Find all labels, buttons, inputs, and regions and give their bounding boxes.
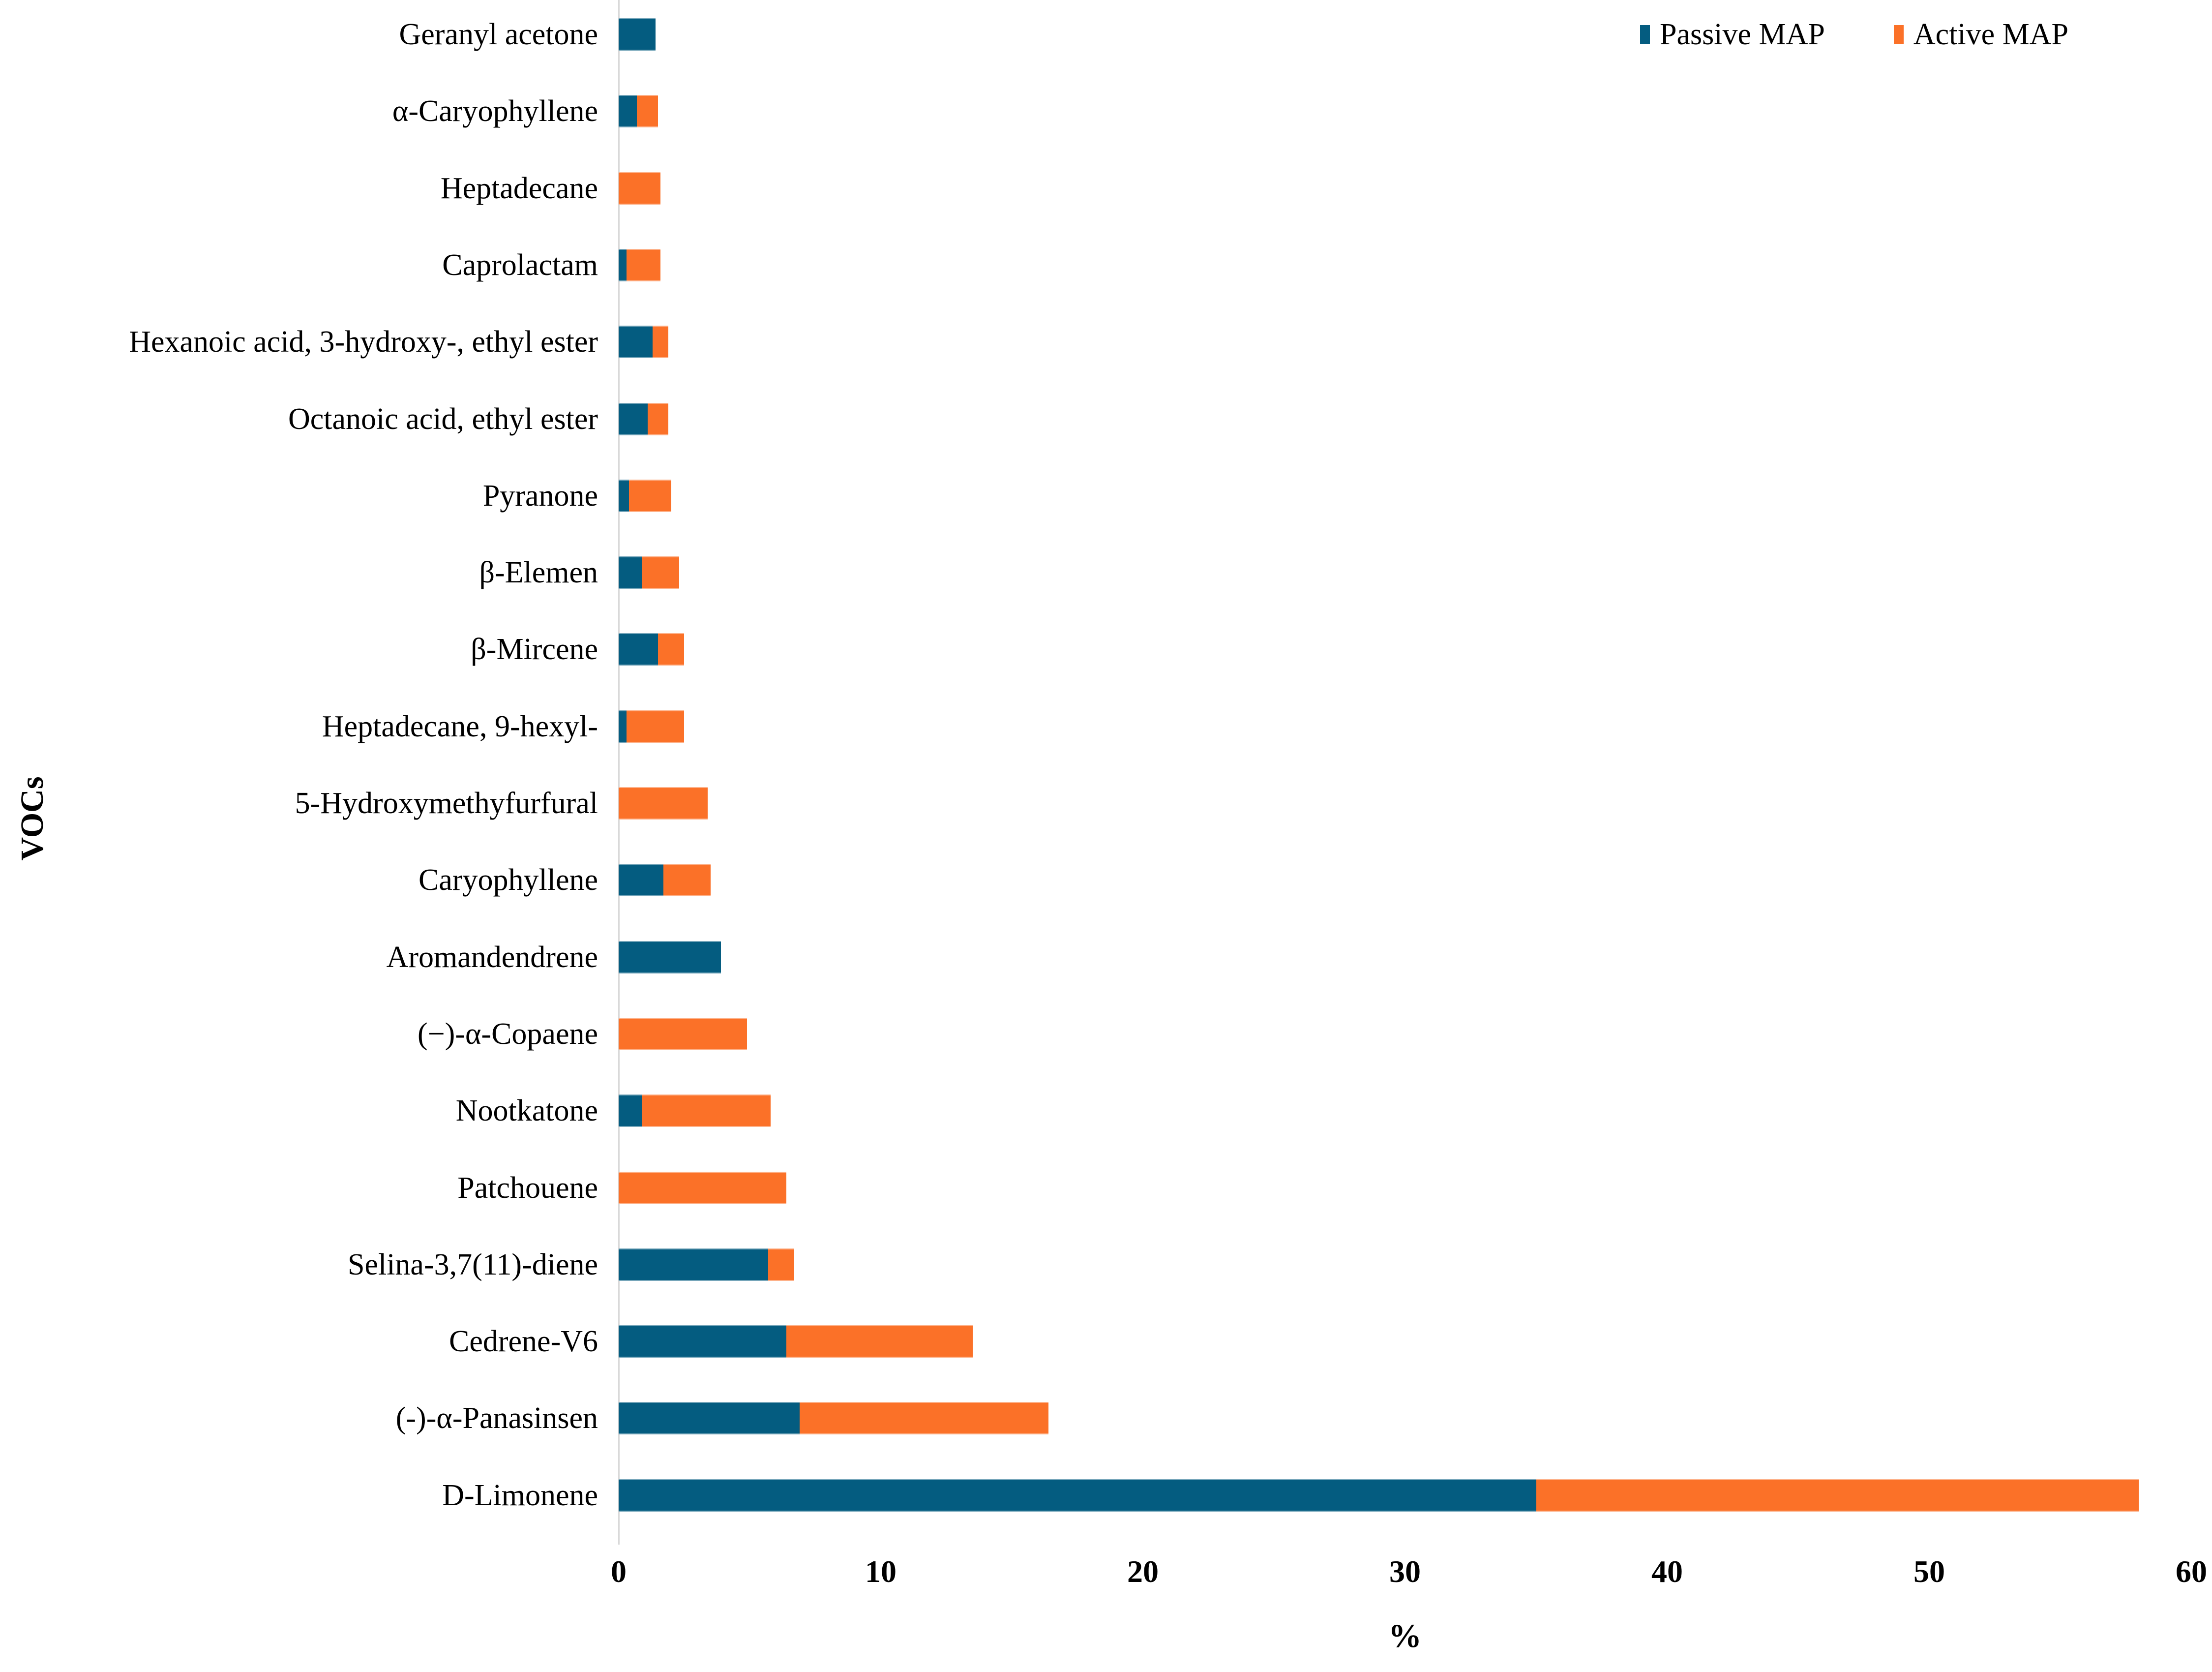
bar-segment-passive-map bbox=[619, 633, 658, 666]
category-label: Nootkatone bbox=[455, 1094, 598, 1128]
x-tick-label: 10 bbox=[865, 1554, 897, 1589]
bar-segment-passive-map bbox=[619, 95, 637, 128]
x-tick-label: 30 bbox=[1389, 1554, 1421, 1589]
bar-segment-active-map bbox=[629, 479, 671, 512]
category-label: 5-Hydroxymethyfurfural bbox=[295, 787, 598, 820]
bar-segment-passive-map bbox=[619, 248, 627, 281]
bar-row bbox=[619, 1094, 771, 1127]
bar-row bbox=[619, 326, 669, 359]
category-label: Aromandendrene bbox=[386, 940, 598, 974]
bar-row bbox=[619, 172, 661, 205]
x-tick-label: 0 bbox=[611, 1554, 627, 1589]
category-label: Heptadecane bbox=[440, 171, 598, 205]
active-map-legend-marker bbox=[1893, 25, 1904, 44]
bar-row bbox=[619, 941, 721, 973]
bar-segment-passive-map bbox=[619, 1248, 768, 1281]
bar-row bbox=[619, 633, 685, 666]
category-label: Heptadecane, 9-hexyl- bbox=[322, 709, 598, 743]
bar-row bbox=[619, 710, 685, 743]
category-label: α-Caryophyllene bbox=[392, 94, 598, 128]
bar-segment-active-map bbox=[647, 402, 669, 435]
bar-segment-active-map bbox=[799, 1402, 1049, 1435]
legend-label-active-map: Active MAP bbox=[1913, 17, 2069, 51]
x-tick-label: 20 bbox=[1127, 1554, 1159, 1589]
bar-segment-active-map bbox=[626, 248, 661, 281]
bar-row bbox=[619, 18, 656, 51]
bar-segment-passive-map bbox=[619, 479, 629, 512]
bar-row bbox=[619, 1017, 747, 1050]
bar-segment-passive-map bbox=[619, 1325, 787, 1358]
bar-row bbox=[619, 1171, 787, 1204]
legend: Passive MAP Active MAP bbox=[1640, 14, 2068, 55]
x-axis-title: % bbox=[1388, 1617, 1422, 1654]
bar-segment-active-map bbox=[637, 95, 658, 128]
category-label: (-)-α-Panasinsen bbox=[395, 1401, 598, 1435]
category-label: Patchouene bbox=[457, 1171, 598, 1205]
bar-segment-active-map bbox=[619, 172, 661, 205]
bar-row bbox=[619, 864, 711, 897]
bar-segment-passive-map bbox=[619, 18, 656, 51]
bar-segment-passive-map bbox=[619, 941, 721, 973]
category-label: Geranyl acetone bbox=[399, 18, 598, 51]
x-tick-label: 40 bbox=[1651, 1554, 1683, 1589]
bar-segment-active-map bbox=[642, 1094, 771, 1127]
bar-segment-active-map bbox=[619, 787, 708, 820]
category-label: Cedrene-V6 bbox=[449, 1325, 598, 1359]
category-label: (−)-α-Copaene bbox=[418, 1017, 598, 1051]
category-label: Hexanoic acid, 3-hydroxy-, ethyl ester bbox=[129, 325, 598, 359]
bar-segment-active-map bbox=[663, 864, 711, 897]
bar-segment-active-map bbox=[786, 1325, 973, 1358]
bar-segment-passive-map bbox=[619, 1094, 642, 1127]
bar-segment-active-map bbox=[658, 633, 685, 666]
bar-segment-active-map bbox=[642, 556, 679, 589]
x-tick-label: 50 bbox=[1913, 1554, 1945, 1589]
bar-segment-active-map bbox=[768, 1248, 795, 1281]
bar-row bbox=[619, 556, 679, 589]
category-label: Caprolactam bbox=[442, 248, 598, 282]
bar-segment-passive-map bbox=[619, 710, 627, 743]
bar-segment-passive-map bbox=[619, 1479, 1536, 1512]
category-label: Selina-3,7(11)-diene bbox=[347, 1247, 598, 1281]
bar-segment-passive-map bbox=[619, 864, 663, 897]
bar-row bbox=[619, 1325, 973, 1358]
category-label: Pyranone bbox=[482, 479, 598, 513]
bar-row bbox=[619, 1248, 795, 1281]
bar-segment-passive-map bbox=[619, 1402, 800, 1435]
category-label: β-Mircene bbox=[471, 633, 598, 667]
bar-row bbox=[619, 479, 671, 512]
bar-segment-active-map bbox=[626, 710, 685, 743]
category-label: D-Limonene bbox=[442, 1478, 598, 1512]
bar-row bbox=[619, 787, 708, 820]
category-label: Caryophyllene bbox=[418, 863, 598, 897]
bar-segment-passive-map bbox=[619, 326, 653, 359]
bar-row bbox=[619, 1479, 2139, 1512]
legend-item-active-map: Active MAP bbox=[1893, 17, 2069, 52]
legend-label-passive-map: Passive MAP bbox=[1660, 17, 1825, 51]
bar-row bbox=[619, 248, 661, 281]
bar-row bbox=[619, 95, 658, 128]
category-label: β-Elemen bbox=[479, 556, 598, 590]
bar-row bbox=[619, 1402, 1049, 1435]
bar-segment-passive-map bbox=[619, 402, 648, 435]
category-label: Octanoic acid, ethyl ester bbox=[288, 402, 598, 436]
bar-segment-active-map bbox=[653, 326, 669, 359]
x-tick-label: 60 bbox=[2176, 1554, 2207, 1589]
passive-map-legend-marker bbox=[1640, 25, 1650, 44]
bar-segment-active-map bbox=[619, 1171, 787, 1204]
y-axis-line bbox=[618, 0, 620, 1545]
bar-segment-active-map bbox=[1536, 1479, 2139, 1512]
bar-segment-passive-map bbox=[619, 556, 642, 589]
legend-item-passive-map: Passive MAP bbox=[1640, 17, 1825, 52]
bar-row bbox=[619, 402, 669, 435]
bar-segment-active-map bbox=[619, 1017, 747, 1050]
